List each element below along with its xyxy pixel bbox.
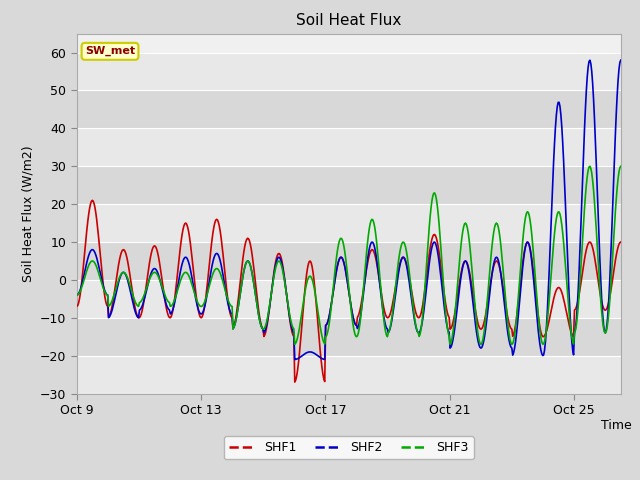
Bar	[77, 204, 621, 242]
SHF3	[73, 292, 81, 298]
SHF1	[321, 379, 328, 384]
Bar	[77, 280, 621, 318]
SHF3	[617, 163, 625, 169]
Text: SW_met: SW_met	[85, 46, 135, 57]
Bar	[77, 90, 621, 128]
SHF3	[483, 298, 491, 303]
SHF2	[213, 251, 221, 256]
Bar	[77, 128, 621, 166]
Bar	[77, 356, 621, 394]
SHF1	[73, 303, 81, 309]
Bar	[77, 242, 621, 280]
SHF1	[484, 296, 492, 301]
SHF2	[320, 357, 328, 362]
Bar	[77, 166, 621, 204]
SHF2	[483, 312, 491, 318]
Line: SHF1: SHF1	[77, 200, 621, 382]
SHF2	[291, 357, 299, 362]
SHF2	[617, 57, 625, 63]
SHF1	[88, 197, 96, 203]
Line: SHF3: SHF3	[77, 166, 621, 344]
SHF1	[438, 272, 445, 277]
Line: SHF2: SHF2	[77, 60, 621, 360]
SHF1	[617, 239, 625, 245]
SHF3	[477, 341, 484, 347]
Y-axis label: Soil Heat Flux (W/m2): Soil Heat Flux (W/m2)	[22, 145, 35, 282]
SHF2	[73, 292, 81, 298]
SHF3	[436, 234, 444, 240]
SHF1	[214, 217, 221, 223]
SHF1	[396, 264, 403, 269]
Bar	[77, 318, 621, 356]
SHF2	[437, 275, 445, 280]
SHF3	[394, 267, 401, 273]
X-axis label: Time: Time	[601, 419, 632, 432]
SHF3	[213, 265, 221, 271]
Legend: SHF1, SHF2, SHF3: SHF1, SHF2, SHF3	[224, 436, 474, 459]
SHF3	[169, 300, 177, 306]
Bar	[77, 52, 621, 90]
SHF2	[169, 306, 177, 312]
Title: Soil Heat Flux: Soil Heat Flux	[296, 13, 401, 28]
SHF1	[170, 301, 178, 307]
SHF1	[291, 379, 299, 385]
SHF2	[394, 272, 402, 277]
SHF3	[319, 337, 327, 343]
